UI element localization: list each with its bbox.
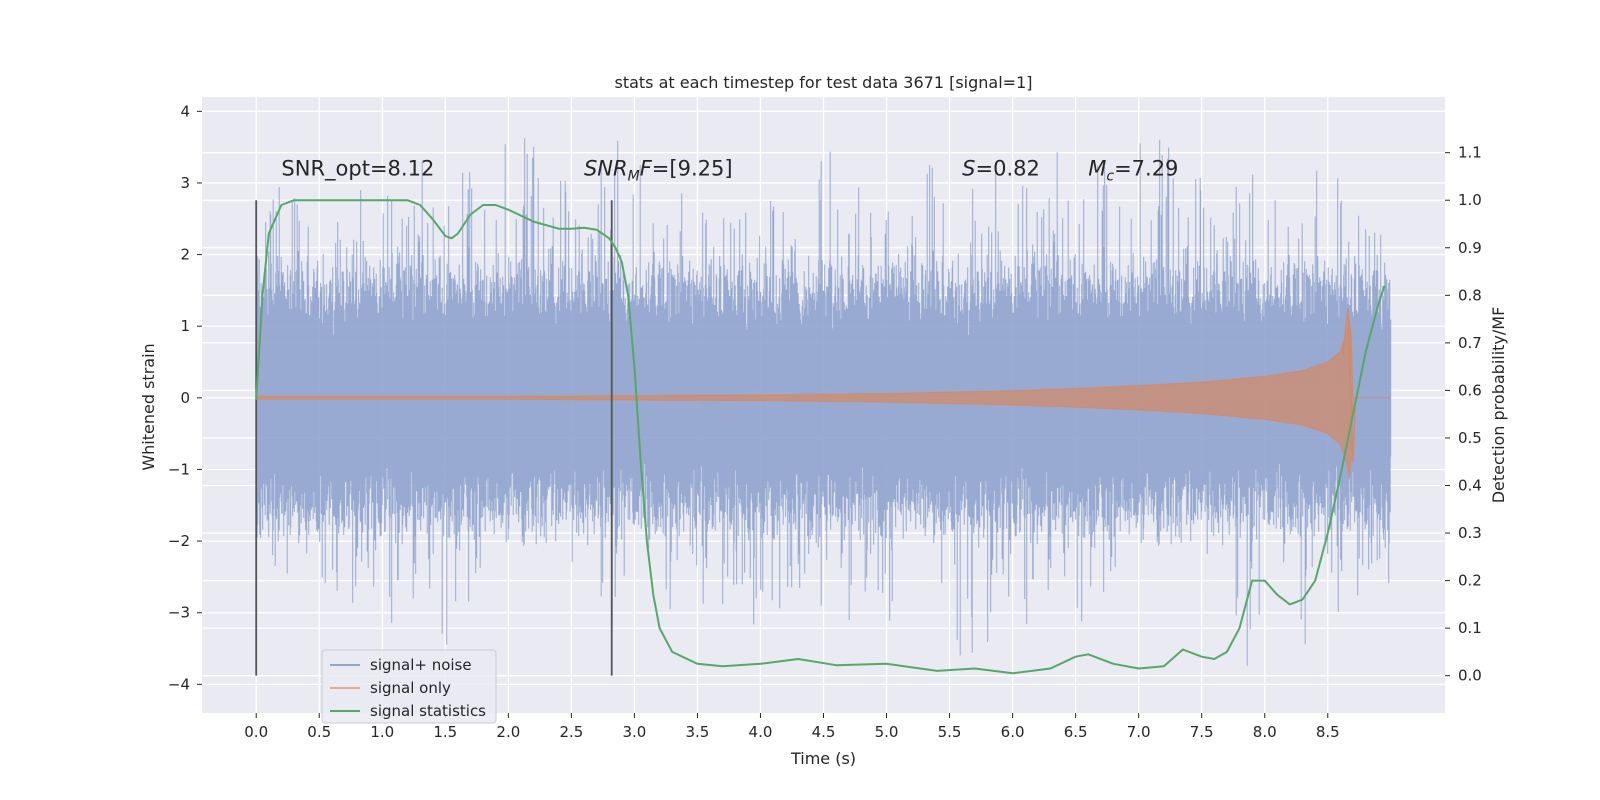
x-ticks: 0.0 0.5 1.0 1.5 2.0 2.5 3.0 3.5 4.0 4.5 5.0 5.5 6.0 6… [244,713,1340,741]
x-tick-label: 3.0 [622,723,646,741]
x-tick-label: 7.0 [1127,723,1151,741]
y2-tick-label: 1.0 [1458,191,1482,209]
x-tick-label: 7.5 [1190,723,1214,741]
annotation: SNR_opt=8.12 [281,157,434,182]
y2-tick-label: 0.8 [1458,286,1482,304]
y2-tick-label: 0.9 [1458,239,1482,257]
x-tick-label: 4.5 [812,723,836,741]
y2-tick-label: 0.6 [1458,381,1482,399]
y-ticks: −4 −3 −2 −1 0 1 2 3 4 [168,102,202,693]
legend-label: signal+ noise [370,656,472,674]
x-tick-label: 3.5 [686,723,710,741]
y-tick-label: 2 [180,246,190,264]
vertical-markers [255,200,613,676]
y2-axis-label: Detection probability/MF [1489,307,1508,504]
y-tick-label: 3 [180,174,190,192]
x-tick-label: 0.0 [244,723,268,741]
y-tick-label: 1 [180,317,190,335]
y-axis-label: Whitened strain [139,343,158,470]
x-tick-label: 8.5 [1316,723,1340,741]
signal-series [255,308,1391,477]
x-tick-label: 4.0 [749,723,773,741]
stats-series [255,199,1386,675]
y2-tick-label: 0.2 [1458,572,1482,590]
y2-tick-label: 0.5 [1458,429,1482,447]
x-tick-label: 0.5 [307,723,331,741]
y-tick-label: −3 [168,604,190,622]
y2-tick-label: 0.1 [1458,619,1482,637]
x-tick-label: 6.0 [1001,723,1025,741]
x-tick-label: 2.0 [496,723,520,741]
annotations: SNR_opt=8.12 SNRMF=[9.25] S=0.82 Mc=7.29 [281,157,1178,185]
y2-tick-label: 0.3 [1458,524,1482,542]
x-tick-label: 1.5 [433,723,457,741]
x-tick-label: 5.0 [875,723,899,741]
series-signal-only [255,318,1391,477]
legend-label: signal statistics [370,702,486,720]
x-tick-label: 2.5 [559,723,583,741]
y2-tick-label: 0.4 [1458,476,1482,494]
y2-tick-label: 1.1 [1458,144,1482,162]
y-tick-label: 4 [180,102,190,120]
x-tick-label: 5.5 [938,723,962,741]
y-tick-label: −4 [168,675,190,693]
x-axis-label: Time (s) [790,749,856,768]
legend-box [321,649,497,724]
annotation: SNRMF=[9.25] [584,157,733,185]
annotation: S=0.82 [962,157,1040,181]
y-tick-label: −1 [168,460,190,478]
legend-label: signal only [370,679,451,697]
y2-tick-label: 0.7 [1458,334,1482,352]
chart-title: stats at each timestep for test data 367… [614,73,1032,92]
y2-ticks: 0.0 0.1 0.2 0.3 0.4 0.5 0.6 0.7 0.8 0.9 1.0 1.1 [1445,144,1482,685]
series-signal-statistics [255,199,1386,675]
legend: signal+ noise signal only signal statistic… [321,649,497,724]
y-tick-label: −2 [168,532,190,550]
y2-tick-label: 0.0 [1458,667,1482,685]
y-tick-label: 0 [180,389,190,407]
signal-merger-spike [1342,308,1357,463]
annotation: Mc=7.29 [1088,157,1178,185]
x-tick-label: 6.5 [1064,723,1088,741]
x-tick-label: 8.0 [1253,723,1277,741]
x-tick-label: 1.0 [370,723,394,741]
